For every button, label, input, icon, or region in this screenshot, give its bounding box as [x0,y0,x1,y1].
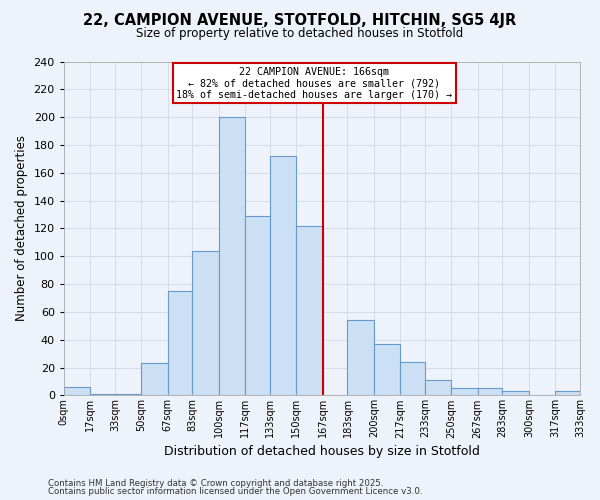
Bar [425,380,451,396]
Bar [400,362,425,396]
Text: Size of property relative to detached houses in Stotfold: Size of property relative to detached ho… [136,28,464,40]
X-axis label: Distribution of detached houses by size in Stotfold: Distribution of detached houses by size … [164,444,480,458]
Bar [270,156,296,396]
Bar [451,388,478,396]
Bar [245,216,270,396]
Bar [478,388,502,396]
Bar [115,394,142,396]
Bar [296,226,323,396]
Text: 22 CAMPION AVENUE: 166sqm
← 82% of detached houses are smaller (792)
18% of semi: 22 CAMPION AVENUE: 166sqm ← 82% of detac… [176,66,452,100]
Bar [64,387,90,396]
Bar [502,391,529,396]
Bar [555,391,580,396]
Y-axis label: Number of detached properties: Number of detached properties [15,136,28,322]
Bar [193,250,219,396]
Bar [347,320,374,396]
Text: Contains HM Land Registry data © Crown copyright and database right 2025.: Contains HM Land Registry data © Crown c… [48,478,383,488]
Text: Contains public sector information licensed under the Open Government Licence v3: Contains public sector information licen… [48,487,422,496]
Text: 22, CAMPION AVENUE, STOTFOLD, HITCHIN, SG5 4JR: 22, CAMPION AVENUE, STOTFOLD, HITCHIN, S… [83,12,517,28]
Bar [90,394,115,396]
Bar [142,364,167,396]
Bar [167,291,193,396]
Bar [219,117,245,396]
Bar [374,344,400,396]
